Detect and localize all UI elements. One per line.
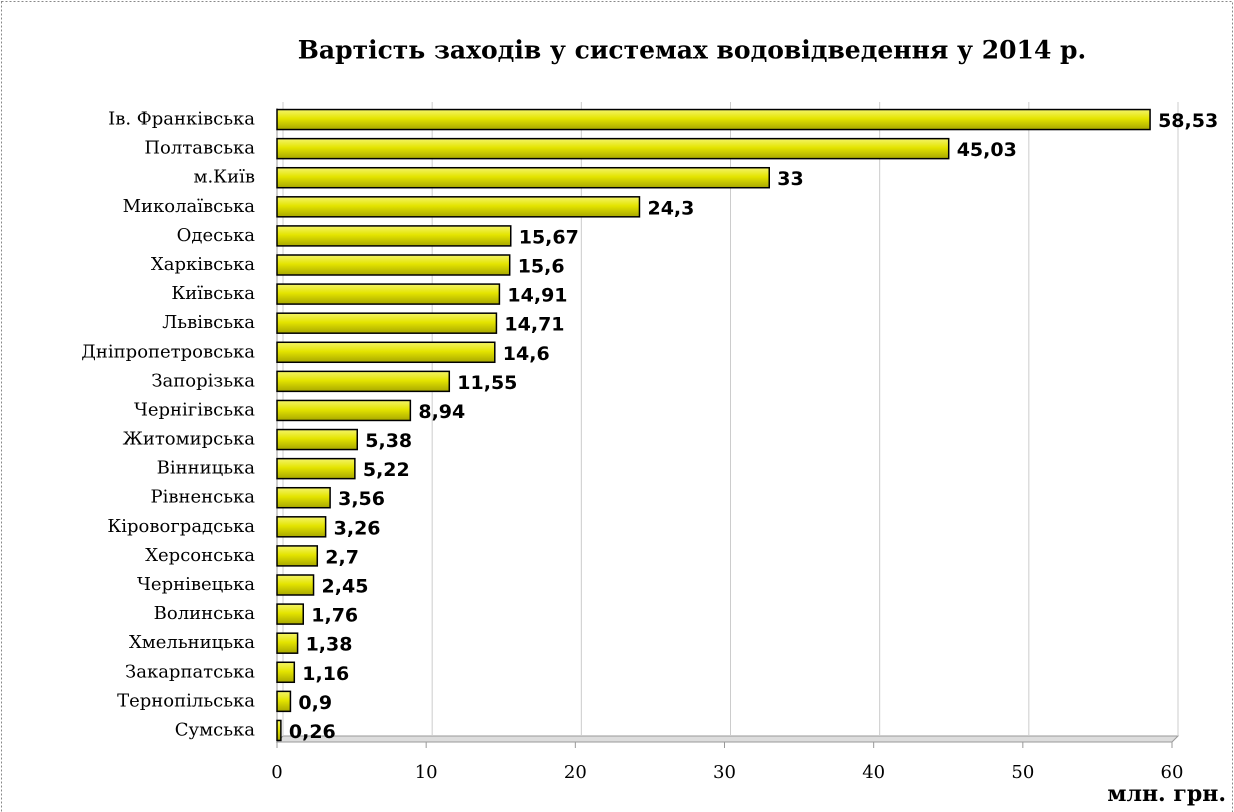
category-label: Рівненська xyxy=(150,487,255,508)
category-label: Кіровоградська xyxy=(107,516,255,537)
category-label: Львівська xyxy=(162,312,255,333)
bar xyxy=(276,137,950,160)
value-label: 0,26 xyxy=(289,721,336,743)
category-label: Вінницька xyxy=(157,458,256,479)
category-label: Миколаївська xyxy=(123,196,256,217)
value-label: 3,56 xyxy=(338,488,385,510)
bar xyxy=(276,166,770,189)
category-label: Одеська xyxy=(177,225,256,246)
value-label: 5,38 xyxy=(365,430,412,452)
x-tick-label: 30 xyxy=(713,762,736,783)
x-tick-label: 60 xyxy=(1161,762,1184,783)
bar xyxy=(276,108,1151,131)
bar xyxy=(276,516,327,538)
x-tick-label: 0 xyxy=(271,762,282,783)
category-label: Ів. Франківська xyxy=(108,109,255,130)
value-label: 14,6 xyxy=(503,343,550,365)
chart-title: Вартість заходів у системах водовідведен… xyxy=(298,36,1086,65)
category-label: Запорізька xyxy=(151,370,255,391)
bar xyxy=(276,283,501,305)
value-label: 1,16 xyxy=(302,663,349,685)
value-label: 24,3 xyxy=(647,197,694,219)
bar xyxy=(276,196,641,218)
category-label: Харківська xyxy=(151,254,255,275)
bar xyxy=(276,574,315,596)
x-axis-label: млн. грн. xyxy=(1107,781,1226,807)
category-label: Закарпатська xyxy=(125,661,255,682)
x-tick-label: 50 xyxy=(1011,762,1034,783)
value-label: 1,76 xyxy=(311,605,358,627)
value-label: 8,94 xyxy=(418,401,465,423)
bar xyxy=(276,370,451,393)
category-label: м.Київ xyxy=(193,167,255,188)
bar xyxy=(276,225,512,247)
value-label: 11,55 xyxy=(457,372,517,394)
category-label: Тернопільська xyxy=(117,690,255,711)
category-label: Волинська xyxy=(154,603,256,624)
category-label: Київська xyxy=(171,283,255,304)
value-label: 14,91 xyxy=(507,285,567,307)
value-label: 0,9 xyxy=(298,692,332,714)
value-label: 45,03 xyxy=(957,139,1017,161)
bar xyxy=(276,603,305,625)
bar xyxy=(276,632,299,654)
value-label: 15,6 xyxy=(518,256,565,278)
value-label: 3,26 xyxy=(334,517,381,539)
x-tick-label: 10 xyxy=(415,762,438,783)
x-tick-label: 40 xyxy=(862,762,885,783)
value-label: 15,67 xyxy=(519,226,579,248)
value-label: 14,71 xyxy=(504,314,564,336)
category-label: Хмельницька xyxy=(129,632,255,653)
bar xyxy=(276,545,319,567)
category-label: Житомирська xyxy=(123,429,256,450)
value-label: 2,45 xyxy=(322,576,369,598)
category-label: Херсонська xyxy=(145,545,255,566)
value-label: 5,22 xyxy=(363,459,410,481)
value-label: 2,7 xyxy=(325,546,359,568)
category-label: Чернівецька xyxy=(137,574,255,595)
bar xyxy=(276,486,331,509)
bar xyxy=(276,341,496,364)
bar xyxy=(276,719,282,742)
bar xyxy=(276,399,412,422)
bar xyxy=(276,690,292,713)
category-label: Чернігівська xyxy=(134,399,255,420)
bar xyxy=(276,254,511,276)
value-label: 33 xyxy=(777,168,803,190)
bar xyxy=(276,312,498,334)
category-label: Дніпропетровська xyxy=(81,341,255,362)
plot-floor xyxy=(275,735,1180,743)
value-label: 58,53 xyxy=(1158,110,1218,132)
category-label: Сумська xyxy=(175,719,255,740)
value-label: 1,38 xyxy=(306,634,353,656)
bar xyxy=(276,428,359,451)
bar xyxy=(276,661,296,684)
x-tick-label: 20 xyxy=(564,762,587,783)
category-label: Полтавська xyxy=(144,138,255,159)
bar xyxy=(276,457,356,480)
